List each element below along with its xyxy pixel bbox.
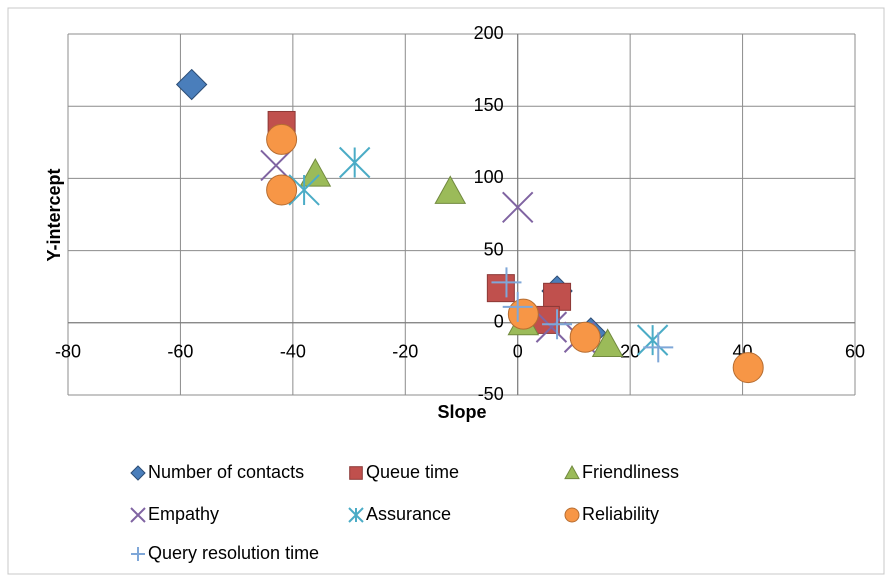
y-tick-label: 0 [494,312,504,332]
legend-marker [349,466,363,480]
data-point [502,191,534,223]
marker-shape [338,146,371,179]
data-point [543,282,572,311]
legend-label: Queue time [366,462,459,482]
y-tick-label: -50 [478,384,504,404]
marker-shape [643,332,674,363]
marker-shape [486,274,515,303]
data-point [491,267,522,298]
data-point [542,309,573,340]
marker-shape [543,282,572,311]
data-point [643,332,674,363]
y-tick-label: 50 [484,239,504,259]
data-point [507,298,539,330]
marker-shape [130,507,146,523]
legend-label: Reliability [582,504,659,524]
marker-shape [569,321,601,353]
legend-marker [348,507,364,523]
legend-label: Friendliness [582,462,679,482]
legend-marker [130,507,146,523]
marker-shape [542,309,573,340]
x-axis-title: Slope [437,402,486,422]
data-point [338,146,371,179]
x-tick-label: 60 [845,342,865,362]
data-point [266,123,298,155]
marker-shape [130,465,146,481]
marker-shape [349,466,363,480]
legend-label: Empathy [148,504,219,524]
legend-label: Assurance [366,504,451,524]
marker-shape [131,547,145,561]
data-point [486,274,515,303]
legend-marker [564,507,580,523]
data-point [288,174,320,206]
marker-shape [175,68,208,101]
chart-frame [7,7,885,575]
y-tick-label: 100 [474,167,504,187]
data-point [591,328,624,357]
legend-label: Number of contacts [148,462,304,482]
legend-label: Query resolution time [148,543,319,563]
x-tick-label: -40 [280,342,306,362]
legend-marker [564,464,580,480]
data-point [502,291,533,322]
data-point [434,175,467,204]
legend-marker [130,465,146,481]
data-point [175,68,208,101]
data-point [636,324,669,356]
marker-shape [636,324,669,356]
marker-shape [266,174,298,206]
data-point [569,321,601,353]
marker-shape [502,291,533,322]
marker-shape [491,267,522,298]
marker-shape [299,158,332,187]
x-tick-label: -20 [392,342,418,362]
marker-shape [502,191,534,223]
data-point [299,158,332,187]
marker-shape [732,352,764,384]
marker-shape [507,298,539,330]
data-point [535,311,568,343]
x-tick-label: -80 [55,342,81,362]
y-tick-label: 150 [474,95,504,115]
data-point [266,174,298,206]
marker-shape [434,175,467,204]
marker-shape [591,328,624,357]
y-tick-label: 200 [474,23,504,43]
y-axis-title: Y-intercept [44,168,64,261]
data-point [732,352,764,384]
marker-shape [288,174,320,206]
marker-shape [564,464,580,480]
x-tick-label: 20 [620,342,640,362]
legend-marker [131,547,145,561]
x-tick-label: -60 [167,342,193,362]
marker-shape [348,507,364,523]
marker-shape [535,311,568,343]
marker-shape [266,123,298,155]
marker-shape [564,507,580,523]
x-tick-label: 0 [513,342,523,362]
